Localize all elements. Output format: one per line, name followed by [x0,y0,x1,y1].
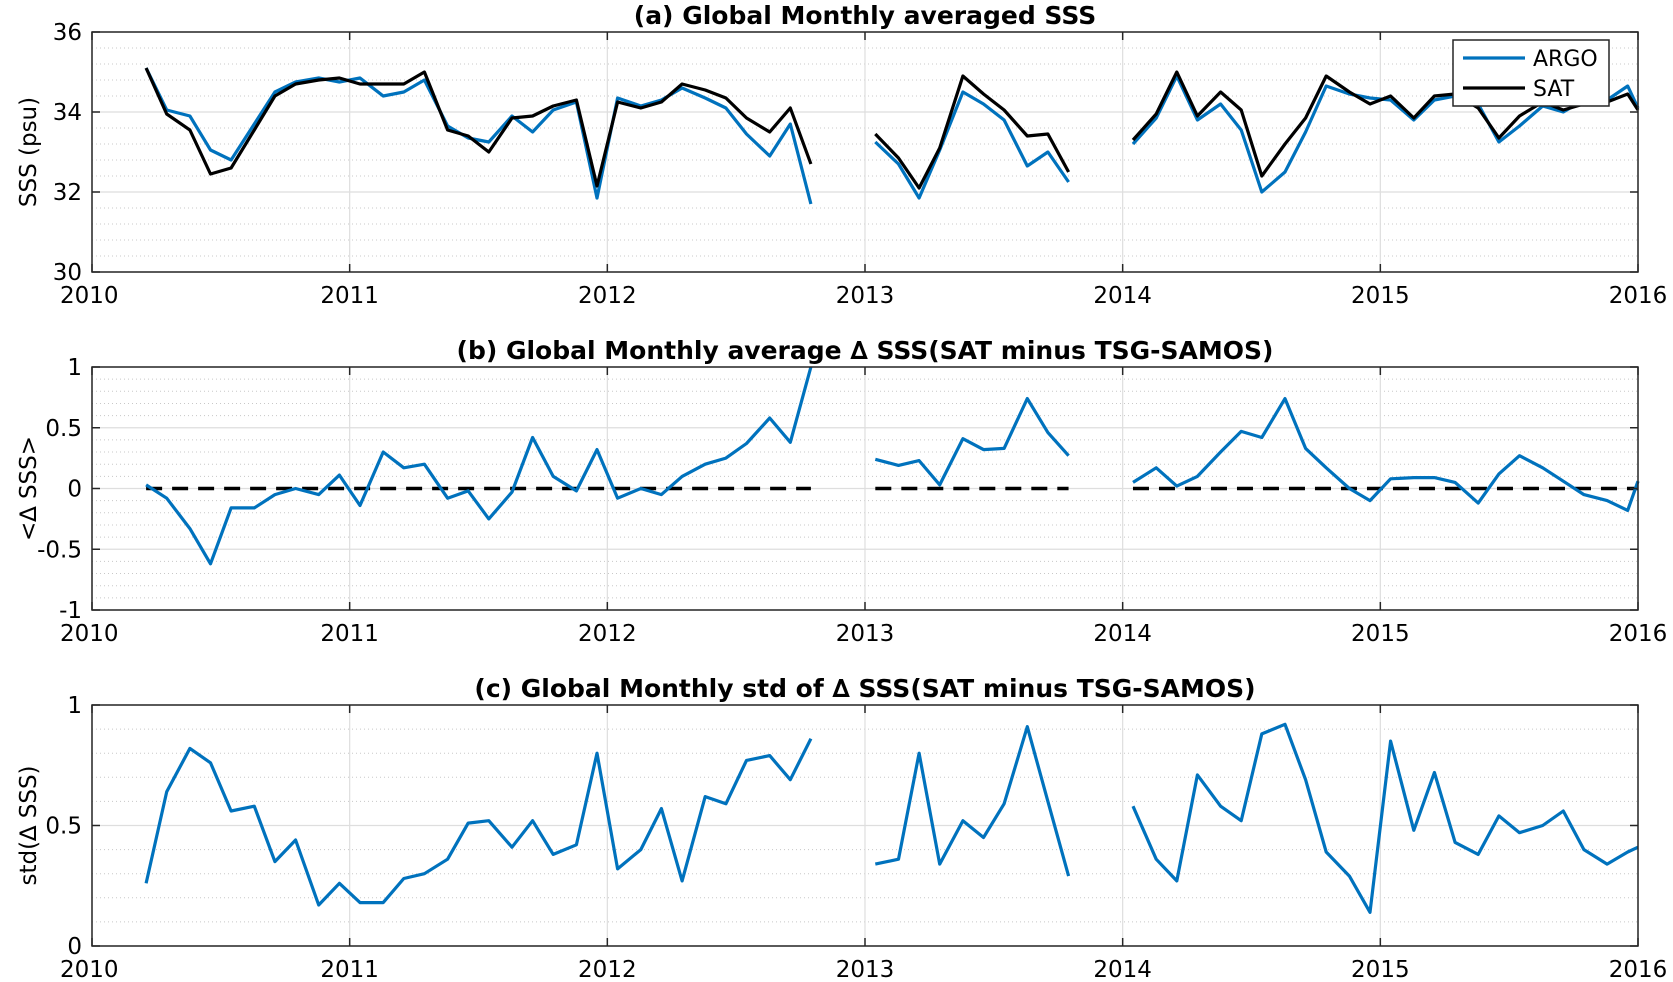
series-line-delta-sss [874,397,1070,487]
x-tick-label: 2011 [320,283,379,309]
y-tick-label: 36 [53,20,82,46]
chart-title: (a) Global Monthly averaged SSS [634,1,1096,30]
legend-label-argo: ARGO [1533,47,1598,72]
x-tick-label: 2013 [836,957,895,982]
legend: ARGO SAT [1452,39,1610,107]
x-tick-label: 2012 [578,621,637,647]
x-tick-label: 2016 [1609,283,1668,309]
y-tick-label: 1 [67,693,82,719]
y-tick-label: 1 [67,355,82,381]
x-tick-label: 2016 [1609,957,1668,982]
legend-label-sat: SAT [1533,77,1575,102]
legend-box [1452,39,1610,107]
y-tick-label: 0.5 [45,416,82,442]
y-tick-label: 0.5 [45,814,82,840]
series-line-delta-sss [874,725,1071,877]
y-tick-label: 0 [67,934,82,960]
y-tick-label: 0 [67,477,82,503]
x-tick-label: 2015 [1351,957,1410,982]
panel-c-std-delta-sss: 2010 2011 2012 2013 2014 2015 2016 0 0.5 1 (c) Glo… [16,674,1667,982]
panel-a-sss: 2010 2011 2012 2013 2014 2015 2016 30 32 34 36 (a) … [16,1,1667,309]
y-tick-label: 30 [53,260,82,286]
panel-b-mean-delta-sss: 2010 2011 2012 2013 2014 2015 2016 -1 -0.5 0 0.5 1 (… [16,336,1667,647]
x-tick-label: 2011 [320,957,379,982]
x-tick-label: 2011 [320,621,379,647]
series-line-sat [874,74,1071,190]
x-tick-label: 2012 [578,957,637,982]
x-tick-label: 2012 [578,283,637,309]
series-line-delta-sss [144,737,813,907]
y-tick-label: -0.5 [37,537,82,563]
series-line-delta-sss [1131,722,1639,914]
y-tick-label: 32 [53,180,82,206]
series-line-argo [1131,74,1640,194]
x-tick-label: 2015 [1351,621,1410,647]
y-tick-label: 34 [53,100,82,126]
series-line-argo [874,90,1070,200]
series-line-delta-sss [1132,397,1640,512]
series-line-sat [144,67,813,188]
x-tick-label: 2010 [60,621,119,647]
x-tick-label: 2013 [836,283,895,309]
series-line-argo [144,67,813,205]
series-line-delta-sss [145,366,813,566]
chart-title: (c) Global Monthly std of ∆ SSS(SAT minu… [474,674,1255,703]
x-tick-label: 2014 [1093,957,1152,982]
y-tick-label: -1 [59,598,82,624]
y-axis-label: std(∆ SSS) [16,765,42,885]
x-tick-label: 2010 [60,283,119,309]
x-tick-label: 2014 [1093,283,1152,309]
chart-title: (b) Global Monthly average ∆ SSS(SAT min… [457,336,1274,365]
series-line-sat [1131,70,1640,178]
x-tick-label: 2015 [1351,283,1410,309]
y-axis-label: <∆ SSS> [16,436,42,541]
x-tick-label: 2013 [836,621,895,647]
y-axis-label: SSS (psu) [16,97,42,207]
x-tick-label: 2010 [60,957,119,982]
x-tick-label: 2014 [1093,621,1152,647]
x-tick-label: 2016 [1609,621,1668,647]
